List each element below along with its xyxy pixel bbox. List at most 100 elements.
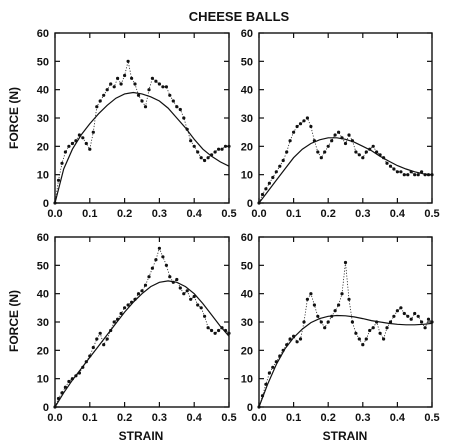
data-point: [126, 303, 130, 307]
panels: 0.0 0.1 0.2 0.3 0.4 0.5 0 10 20 30 40 50 60 0.0 0.1 0.2…: [37, 28, 440, 424]
data-point: [350, 320, 354, 324]
data-point: [337, 130, 341, 134]
data-point: [409, 317, 413, 321]
data-point: [392, 167, 396, 171]
data-point: [95, 337, 99, 341]
data-point: [223, 144, 228, 148]
data-point: [326, 320, 330, 324]
data-point: [150, 266, 154, 270]
data-point: [382, 337, 386, 341]
data-point: [309, 124, 313, 129]
data-point: [274, 170, 278, 174]
y-tick-label: 0: [247, 402, 253, 414]
data-point: [416, 173, 420, 177]
data-point: [357, 337, 361, 341]
x-tick-label: 0.2: [117, 412, 132, 424]
data-point: [178, 286, 182, 290]
data-point: [161, 255, 165, 259]
data-point: [406, 314, 410, 318]
data-point: [206, 156, 210, 160]
data-point: [213, 331, 217, 335]
data-point: [154, 258, 158, 262]
data-point: [105, 337, 109, 341]
x-tick-label: 0.3: [355, 208, 370, 220]
x-tick-label: 0.1: [286, 208, 301, 220]
y-tick-label: 30: [241, 317, 253, 329]
data-point: [430, 320, 434, 324]
data-point: [130, 76, 134, 80]
data-point: [316, 314, 320, 318]
x-tick-label: 0.5: [221, 208, 236, 220]
data-point: [199, 306, 203, 310]
data-trace: [54, 247, 230, 408]
data-point: [309, 292, 313, 296]
y-tick-label: 50: [37, 56, 49, 68]
data-point: [88, 147, 92, 151]
y-tick-label: 0: [43, 402, 49, 414]
data-point: [292, 130, 296, 134]
x-tick-label: 0.5: [221, 412, 236, 424]
data-point: [217, 328, 221, 333]
plot-frame: [54, 236, 230, 408]
data-point: [323, 326, 327, 330]
data-point: [189, 139, 193, 143]
data-point: [168, 275, 172, 279]
data-point: [185, 289, 189, 293]
data-point: [347, 133, 351, 137]
data-point: [112, 85, 116, 89]
data-point: [227, 331, 231, 335]
y-tick-label: 10: [241, 374, 253, 386]
data-point: [136, 292, 141, 296]
data-point: [95, 105, 99, 109]
data-point: [392, 314, 396, 318]
data-point: [84, 141, 88, 146]
data-point: [271, 365, 275, 369]
data-point: [147, 275, 151, 279]
data-point: [364, 337, 368, 341]
data-point: [340, 292, 344, 296]
data-point: [189, 297, 193, 301]
data-point: [330, 139, 334, 143]
data-point: [298, 122, 303, 126]
y-tick-label: 20: [37, 345, 49, 357]
y-tick-label: 40: [241, 289, 253, 301]
data-point: [81, 136, 85, 140]
data-point: [343, 260, 348, 265]
data-point: [302, 320, 306, 324]
data-point: [217, 147, 221, 151]
data-point: [161, 85, 165, 89]
data-point: [361, 343, 365, 347]
x-tick-label: 0.1: [82, 412, 97, 424]
data-point: [378, 331, 382, 335]
data-point: [406, 173, 410, 177]
data-point: [154, 79, 158, 83]
data-point: [133, 82, 137, 86]
y-tick-label: 40: [241, 85, 253, 97]
data-point: [395, 309, 399, 313]
data-point: [171, 99, 175, 103]
x-tick-label: 0.5: [424, 208, 439, 220]
data-point: [178, 107, 182, 112]
data-point: [388, 320, 393, 324]
data-point: [102, 343, 106, 347]
data-point: [347, 297, 351, 301]
x-tick-label: 0.2: [321, 208, 336, 220]
data-point: [182, 292, 186, 296]
x-tick-label: 0.0: [47, 208, 62, 220]
data-point: [98, 331, 102, 335]
data-point: [285, 150, 289, 154]
data-point: [126, 59, 130, 63]
data-point: [413, 173, 417, 177]
plot-frame: [54, 32, 230, 204]
data-point: [210, 328, 214, 333]
data-point: [164, 263, 168, 267]
data-point: [288, 139, 292, 143]
data-point: [305, 116, 309, 120]
y-tick-label: 30: [241, 113, 253, 125]
x-tick-label: 0.3: [355, 412, 370, 424]
data-point: [143, 105, 148, 109]
data-point: [305, 297, 309, 301]
y-tick-label: 10: [37, 170, 49, 182]
data-point: [385, 326, 389, 330]
